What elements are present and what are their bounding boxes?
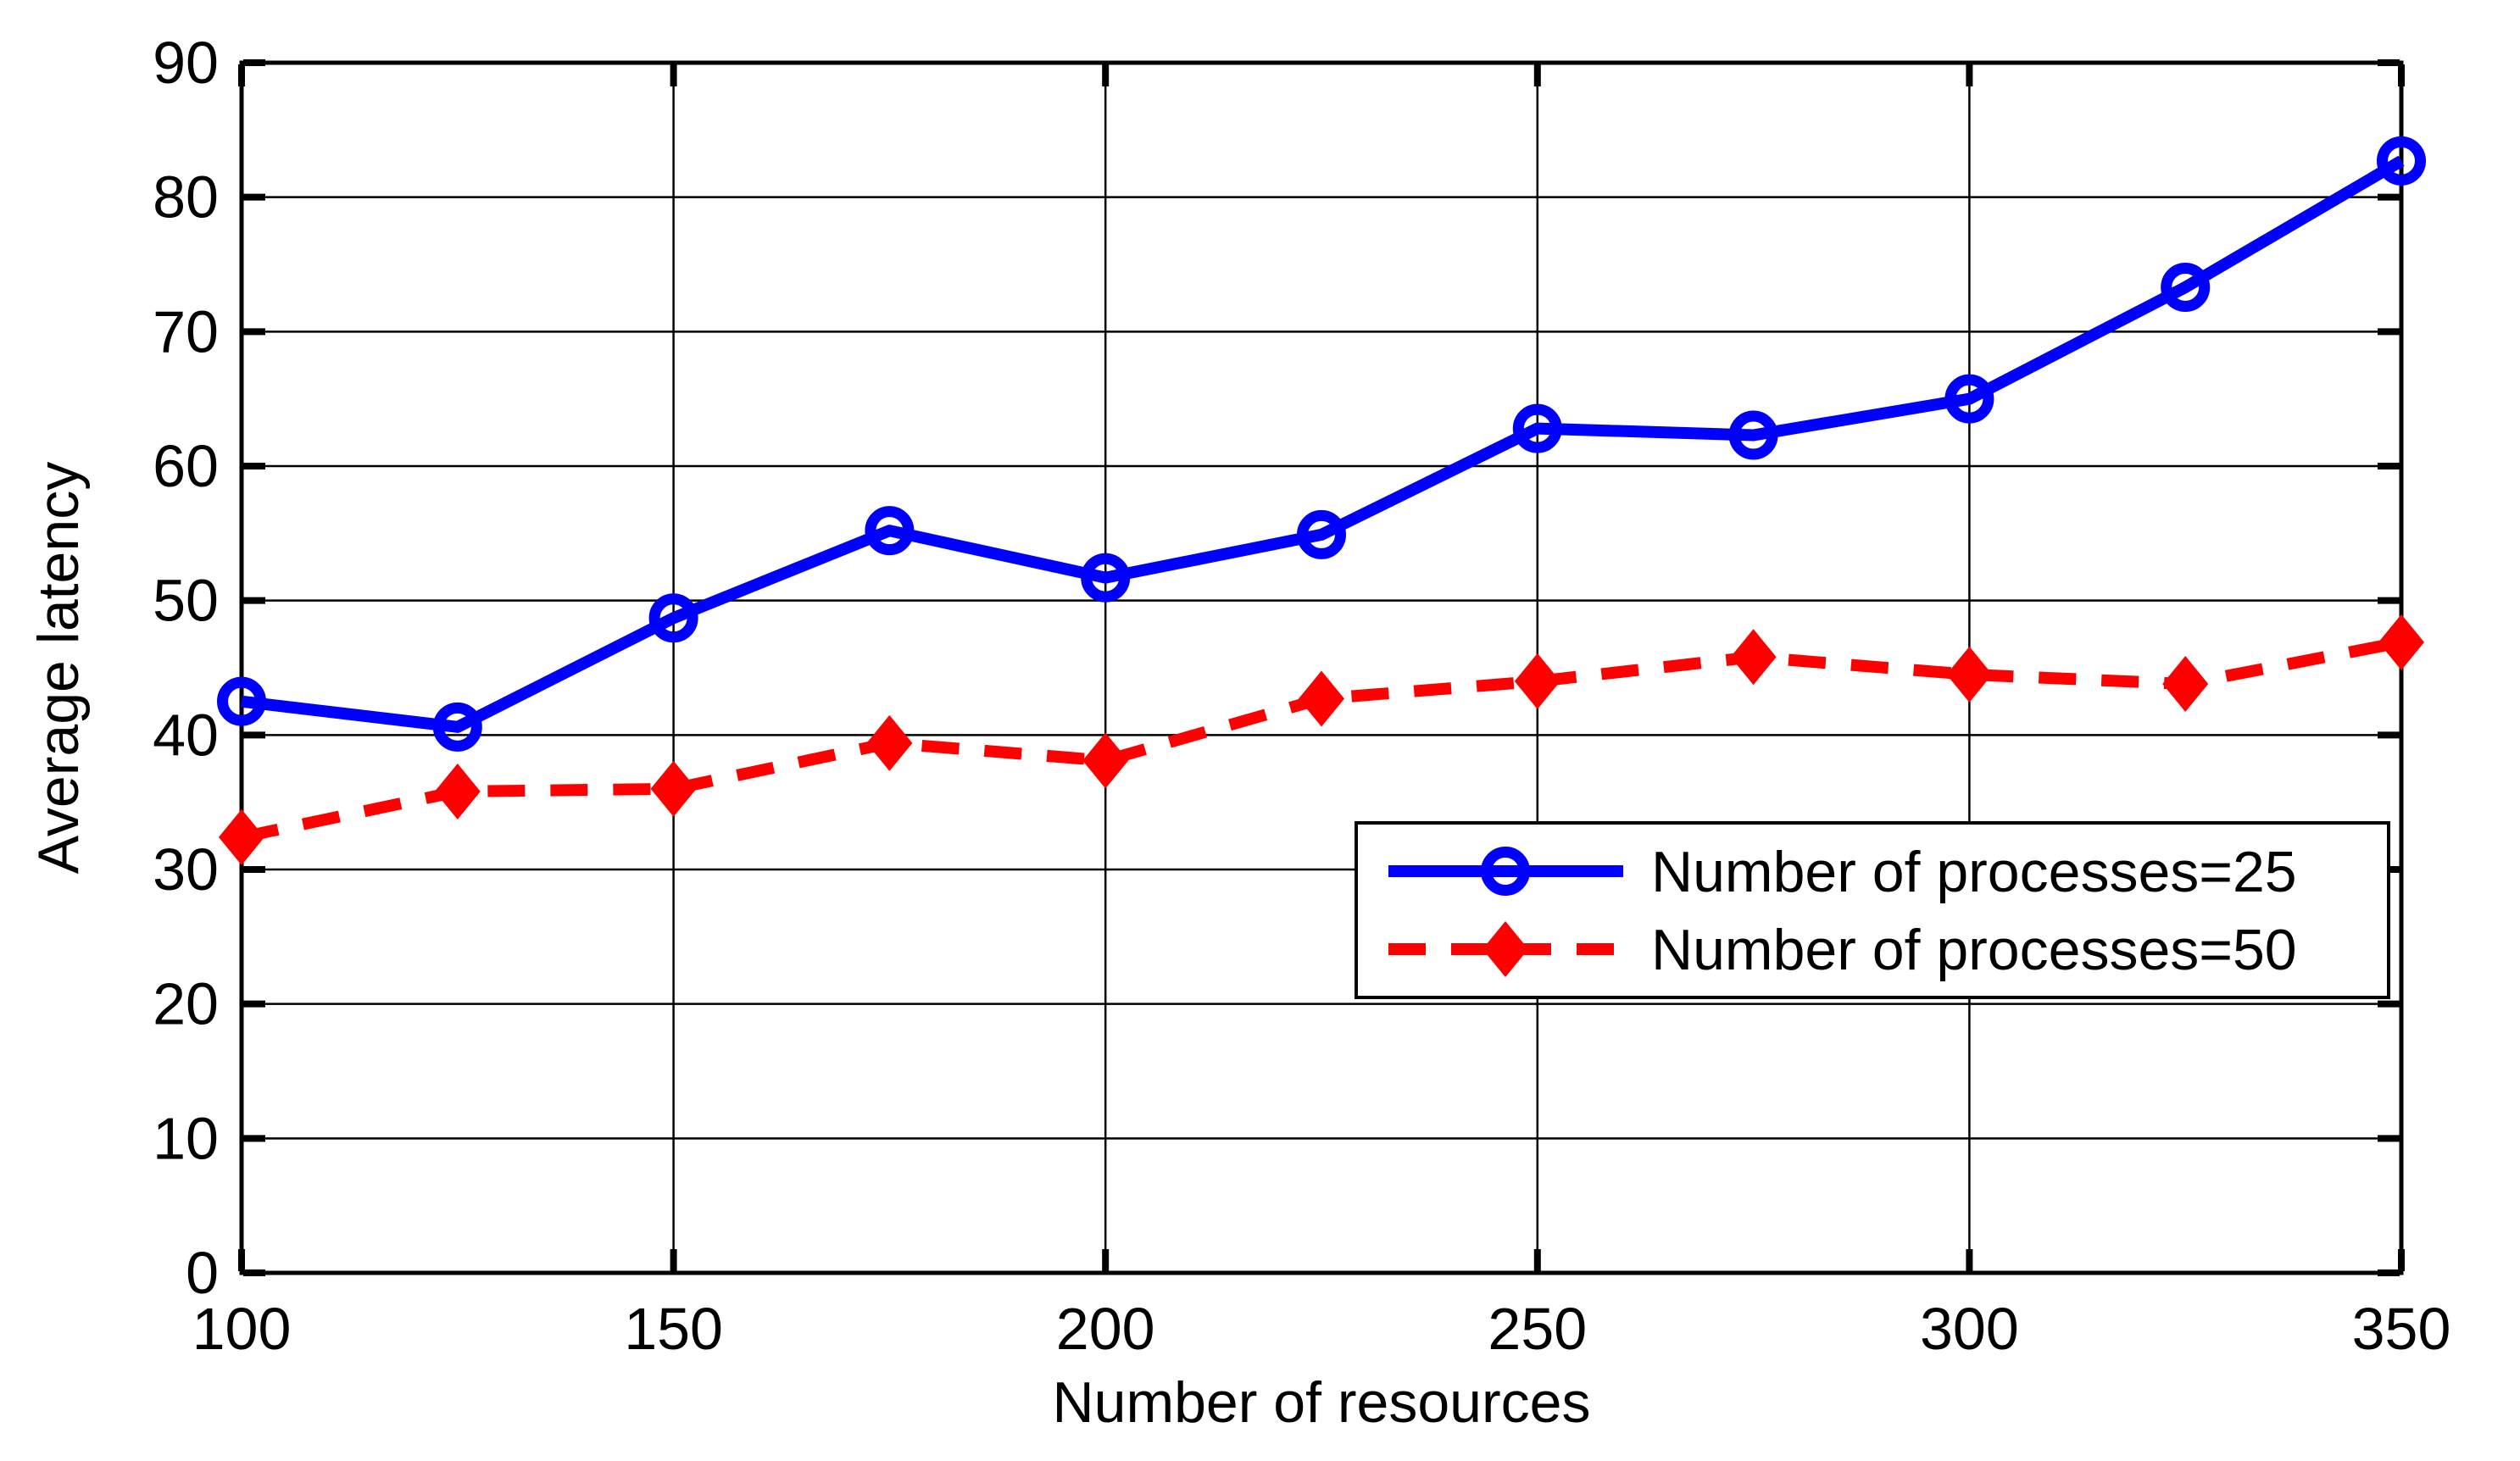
y-tick-label: 90 — [153, 30, 219, 96]
y-axis-label: Average latency — [26, 462, 91, 874]
circle-marker — [1297, 509, 1346, 559]
circle-marker — [2161, 262, 2211, 312]
x-tick-label: 100 — [192, 1296, 292, 1362]
circle-marker — [1728, 410, 1778, 460]
legend-box — [1355, 821, 2390, 999]
y-tick-label: 20 — [153, 971, 219, 1037]
y-tick-label: 60 — [153, 433, 219, 499]
circle-marker — [648, 593, 698, 643]
y-tick-label: 30 — [153, 836, 219, 903]
legend — [1355, 821, 2390, 999]
x-tick-label: 250 — [1488, 1296, 1587, 1362]
series-processes-50 — [219, 614, 2424, 865]
x-axis-label: Number of resources — [1053, 1370, 1591, 1435]
x-tick-label: 300 — [1920, 1296, 2019, 1362]
circle-marker — [865, 506, 915, 556]
diamond-marker — [1946, 646, 1993, 703]
y-tick-label: 10 — [153, 1105, 219, 1171]
diamond-marker — [1483, 921, 1528, 977]
diamond-marker — [1730, 629, 1777, 686]
series-line — [241, 155, 2405, 733]
diamond-marker — [219, 808, 264, 865]
y-tick-label: 70 — [153, 298, 219, 364]
x-tick-label: 200 — [1056, 1296, 1155, 1362]
diamond-marker — [1514, 653, 1560, 709]
circle-marker — [1081, 553, 1131, 603]
y-tick-label: 50 — [153, 568, 219, 634]
circle-marker — [217, 676, 266, 726]
y-tick-label: 80 — [153, 164, 219, 231]
y-tick-label: 0 — [186, 1240, 219, 1306]
circle-marker — [2377, 136, 2426, 186]
circle-marker — [1512, 403, 1562, 453]
diamond-marker — [434, 763, 481, 819]
x-tick-label: 350 — [2352, 1296, 2451, 1362]
y-tick-label: 40 — [153, 702, 219, 768]
circle-marker — [432, 702, 482, 752]
legend-label: Number of processes=50 — [1651, 918, 2297, 982]
diamond-marker — [2162, 656, 2209, 713]
diamond-marker — [2378, 614, 2424, 670]
series-processes-25 — [217, 136, 2426, 752]
diamond-marker — [866, 714, 913, 771]
diamond-marker — [1299, 670, 1344, 727]
diamond-marker — [650, 760, 697, 817]
legend-label: Number of processes=25 — [1651, 840, 2297, 904]
diamond-marker — [1082, 732, 1129, 789]
circle-marker — [1944, 374, 1994, 424]
x-tick-label: 150 — [624, 1296, 723, 1362]
circle-marker — [1481, 847, 1530, 896]
